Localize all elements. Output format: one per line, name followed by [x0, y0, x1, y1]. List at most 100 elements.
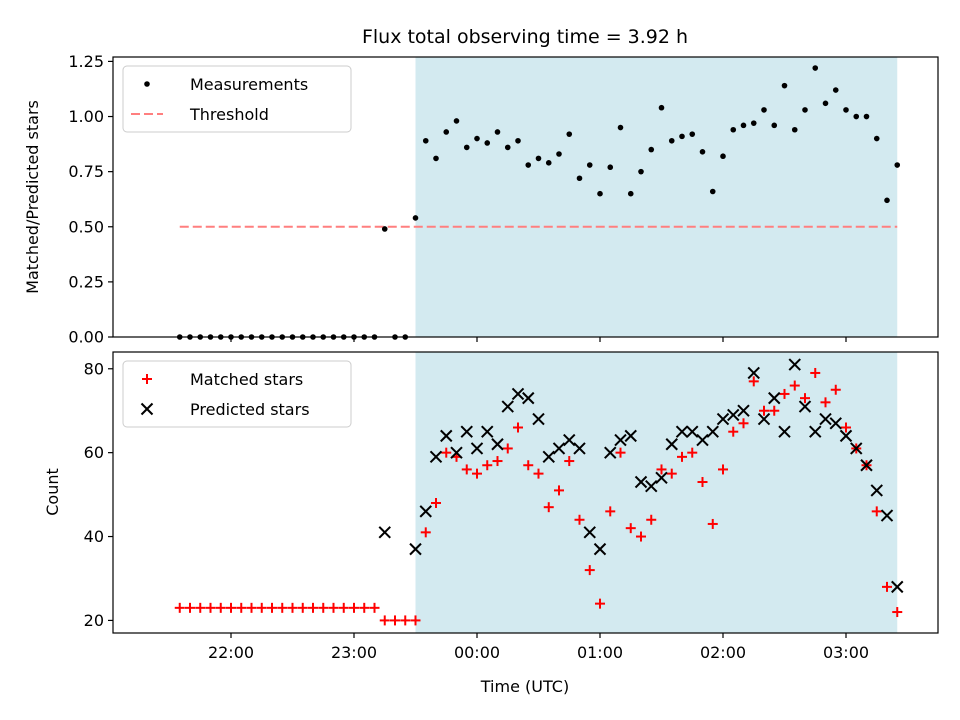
legend-label: Matched stars — [190, 370, 303, 389]
data-point — [604, 446, 617, 459]
data-point — [556, 151, 562, 157]
data-point — [675, 425, 689, 438]
legend-box — [122, 65, 352, 133]
data-point — [532, 412, 545, 426]
legend-marker — [140, 402, 154, 416]
data-point — [552, 442, 566, 455]
data-point — [482, 460, 493, 471]
y-tick-label: 0.00 — [68, 328, 104, 347]
data-point — [707, 518, 718, 529]
data-point — [484, 140, 491, 146]
data-point — [460, 425, 473, 438]
data-point — [513, 422, 523, 433]
legend-marker — [144, 81, 150, 87]
data-point — [839, 429, 853, 443]
data-point — [504, 144, 511, 151]
data-point — [697, 477, 708, 488]
data-point — [696, 433, 709, 447]
data-point — [789, 380, 800, 391]
data-point — [656, 464, 667, 475]
data-point — [463, 144, 470, 151]
data-point — [328, 602, 339, 613]
data-point — [236, 602, 247, 613]
data-point — [453, 118, 460, 124]
data-point — [884, 197, 890, 204]
data-point — [648, 146, 655, 153]
data-point — [779, 388, 790, 399]
data-point — [894, 162, 901, 168]
x-tick-label: 02:00 — [700, 643, 746, 662]
data-point — [882, 581, 892, 592]
data-point — [892, 607, 903, 618]
data-point — [256, 602, 267, 613]
y-tick-label: 0.75 — [68, 162, 104, 181]
data-point — [576, 175, 583, 182]
data-point — [277, 602, 288, 613]
data-point — [349, 602, 359, 613]
data-point — [730, 126, 737, 133]
data-point — [759, 405, 769, 416]
legend-label: Threshold — [189, 105, 269, 124]
data-point — [308, 602, 318, 613]
data-point — [318, 602, 329, 613]
data-point — [545, 160, 552, 166]
data-point — [267, 602, 277, 613]
data-point — [433, 155, 439, 162]
data-point — [850, 442, 863, 455]
series-matched-stars — [174, 367, 903, 626]
data-point — [470, 442, 484, 455]
data-point — [369, 602, 380, 613]
data-point — [481, 425, 494, 438]
data-point — [597, 190, 603, 197]
data-point — [515, 137, 521, 144]
y-tick-label: 40 — [84, 527, 104, 546]
data-point — [215, 602, 226, 613]
data-point — [728, 426, 739, 437]
y-tick-label: 1.00 — [68, 107, 104, 126]
y-tick-label: 1.25 — [68, 52, 104, 71]
data-point — [379, 615, 390, 626]
data-point — [422, 137, 429, 144]
data-point — [554, 485, 564, 496]
data-point — [543, 502, 554, 513]
data-point — [431, 497, 441, 508]
data-point — [195, 602, 206, 613]
data-point — [706, 425, 719, 438]
data-point — [738, 418, 749, 429]
data-point — [819, 412, 832, 426]
data-point — [871, 506, 882, 517]
data-point — [891, 580, 904, 594]
data-point — [829, 417, 842, 430]
data-point — [634, 475, 648, 489]
data-point — [246, 602, 257, 613]
data-point — [472, 468, 482, 479]
data-point — [605, 506, 616, 517]
data-point — [381, 226, 388, 232]
data-point — [750, 120, 757, 126]
data-point — [768, 391, 781, 405]
data-point — [655, 471, 668, 485]
x-tick-label: 01:00 — [577, 643, 623, 662]
data-point — [699, 149, 706, 155]
data-point — [788, 358, 801, 371]
data-point — [542, 450, 555, 464]
data-point — [573, 442, 586, 455]
series-predicted-stars — [378, 358, 904, 594]
data-point — [429, 450, 443, 464]
data-point — [624, 429, 637, 443]
data-point — [410, 615, 421, 626]
data-point — [583, 526, 596, 539]
data-point — [287, 602, 298, 613]
data-point — [390, 615, 400, 626]
observing-interval-shade — [415, 57, 898, 337]
data-point — [832, 87, 839, 93]
data-point — [614, 433, 627, 447]
data-point — [665, 438, 678, 451]
data-point — [769, 405, 780, 416]
data-point — [400, 615, 411, 626]
data-point — [810, 367, 821, 378]
data-point — [748, 376, 759, 387]
axes-frame — [112, 351, 939, 634]
data-point — [781, 82, 788, 89]
y-tick-label: 80 — [84, 359, 104, 378]
